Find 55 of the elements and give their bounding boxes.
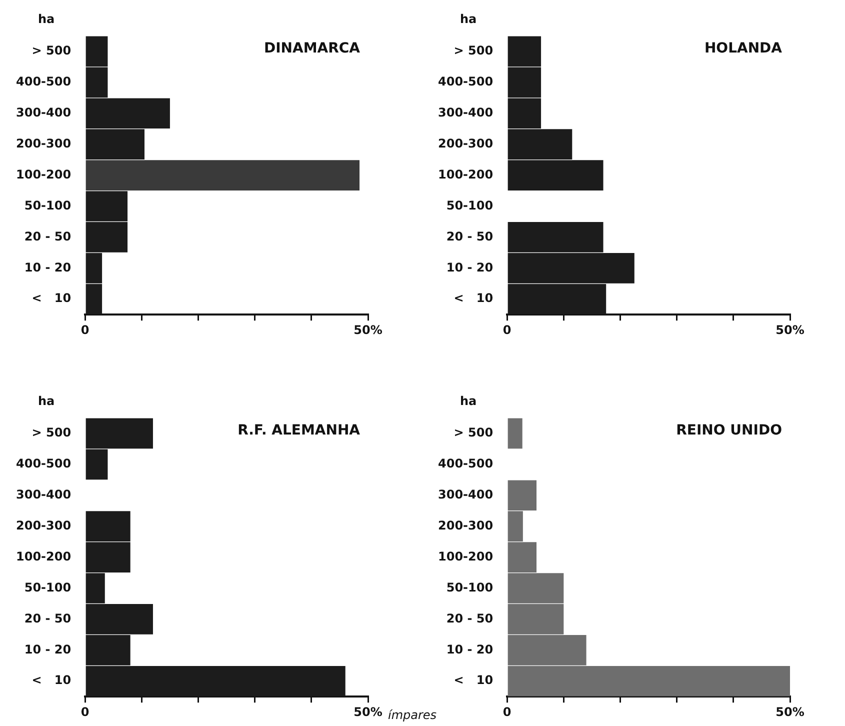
y-tick-label: 10 - 20 <box>24 642 72 656</box>
y-axis-title: ha <box>460 394 477 408</box>
y-tick-label: 400-500 <box>16 456 72 471</box>
y-tick-label: 100-200 <box>16 549 72 564</box>
y-tick-label: 300-400 <box>438 106 494 120</box>
y-tick-label: 100-200 <box>16 167 72 182</box>
y-tick-label: 10 - 20 <box>446 260 494 274</box>
y-tick-label: > 500 <box>32 426 72 440</box>
y-tick-label: < 10 <box>454 291 494 306</box>
y-tick-label: 300-400 <box>16 106 72 120</box>
y-tick-label: < 10 <box>32 291 72 306</box>
y-tick-label: 200-300 <box>438 136 494 150</box>
y-axis-title: ha <box>460 12 477 26</box>
y-tick-label: 20 - 50 <box>446 229 494 244</box>
y-tick-label: 200-300 <box>438 518 494 532</box>
x-tick-label: 0 <box>502 704 512 719</box>
y-tick-label: 100-200 <box>438 549 494 564</box>
y-tick-label: 200-300 <box>16 518 72 532</box>
y-axis-title: ha <box>38 12 55 26</box>
x-tick-label: 50% <box>776 322 804 337</box>
x-tick-label: 50% <box>354 322 382 337</box>
y-tick-label: < 10 <box>454 673 494 688</box>
y-tick-label: 200-300 <box>16 136 72 150</box>
y-tick-label: 50-100 <box>24 198 72 212</box>
y-tick-label: 20 - 50 <box>446 611 494 626</box>
y-tick-label: > 500 <box>454 426 494 440</box>
bar <box>508 418 522 449</box>
x-tick-label: 50% <box>354 704 382 719</box>
y-tick-label: > 500 <box>32 44 72 58</box>
y-tick-label: 400-500 <box>16 74 72 89</box>
x-tick-label: 0 <box>502 322 512 337</box>
y-tick-label: 50-100 <box>446 580 494 594</box>
y-tick-label: 400-500 <box>438 74 494 89</box>
x-tick-label: 0 <box>80 322 90 337</box>
y-tick-label: 10 - 20 <box>24 260 72 274</box>
chart-title: REINO UNIDO <box>676 422 782 439</box>
y-tick-label: 20 - 50 <box>24 611 72 626</box>
y-tick-label: 100-200 <box>438 167 494 182</box>
bar <box>86 160 360 190</box>
y-tick-label: 300-400 <box>16 488 72 502</box>
x-tick-label: 0 <box>80 704 90 719</box>
y-tick-label: 10 - 20 <box>446 642 494 656</box>
chart-title: R.F. ALEMANHA <box>238 422 360 439</box>
y-tick-label: > 500 <box>454 44 494 58</box>
y-tick-label: 300-400 <box>438 488 494 502</box>
x-tick-label: 50% <box>776 704 804 719</box>
chart-title: DINAMARCA <box>264 40 360 57</box>
y-tick-label: < 10 <box>32 673 72 688</box>
y-tick-label: 50-100 <box>446 198 494 212</box>
y-tick-label: 50-100 <box>24 580 72 594</box>
y-tick-label: 20 - 50 <box>24 229 72 244</box>
chart-title: HOLANDA <box>704 40 782 57</box>
y-tick-label: 400-500 <box>438 456 494 471</box>
text: ímpares <box>388 708 437 722</box>
y-axis-title: ha <box>38 394 55 408</box>
